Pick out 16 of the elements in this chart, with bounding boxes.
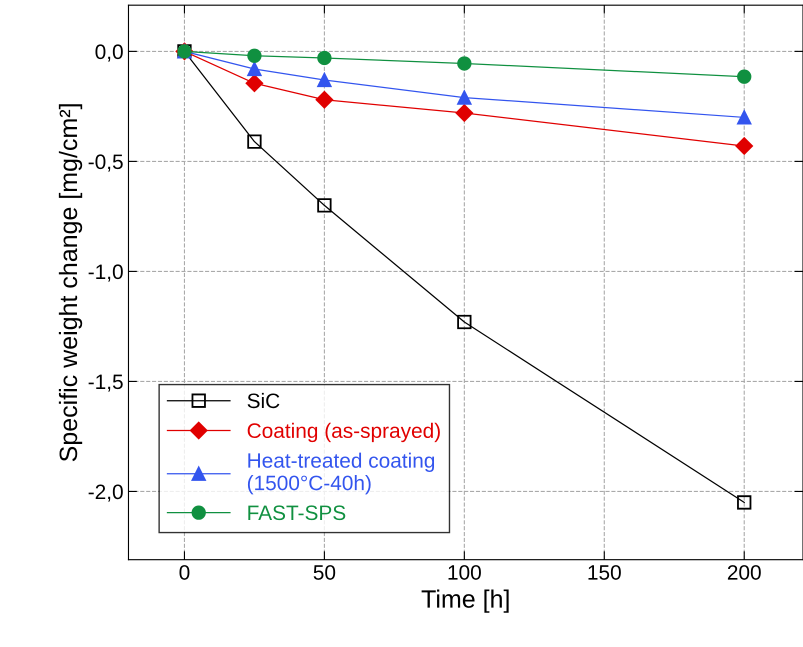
- y-axis-title: Specific weight change [mg/cm²]: [58, 104, 82, 462]
- x-tick-label: 50: [314, 565, 336, 580]
- x-tick-label: 150: [588, 565, 621, 580]
- y-tick-label: -1,0: [88, 264, 123, 282]
- legend-label: Coating (as-sprayed): [248, 422, 440, 442]
- x-tick-label: 100: [448, 565, 481, 580]
- y-tick-label: 0,0: [95, 44, 123, 62]
- y-tick-label: -0,5: [88, 154, 123, 172]
- x-tick-label: 200: [728, 565, 761, 580]
- x-axis-title: Time [h]: [422, 589, 509, 613]
- legend-label: FAST-SPS: [248, 505, 346, 520]
- y-tick-label: -1,5: [88, 374, 123, 392]
- x-tick-label: 0: [179, 565, 190, 580]
- legend-label: Heat-treated coating (1500°C-40h): [248, 452, 434, 494]
- legend-label: SiC: [248, 392, 280, 408]
- y-tick-label: -2,0: [88, 484, 123, 502]
